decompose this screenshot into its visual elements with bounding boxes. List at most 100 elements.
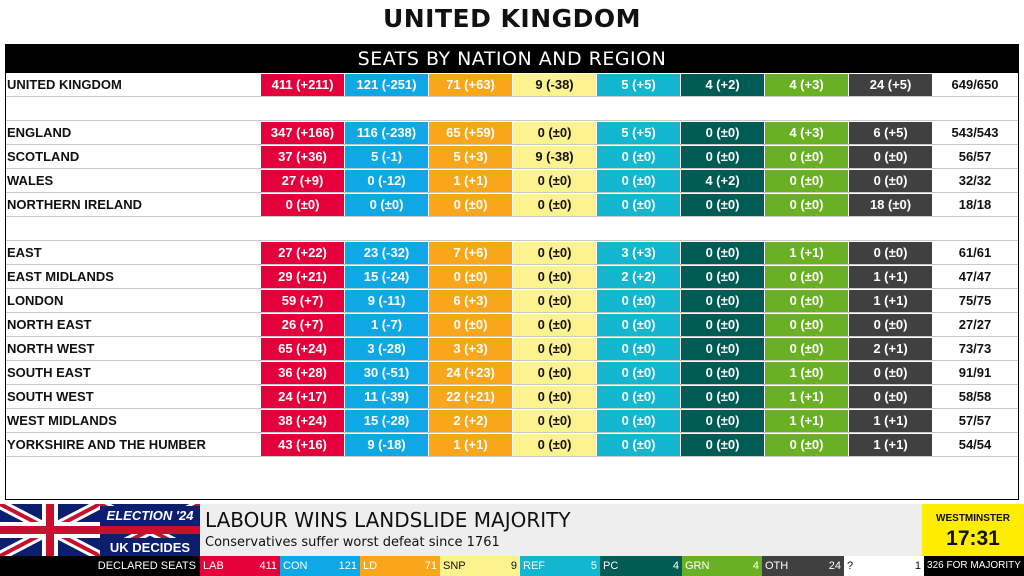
seats-declared-total: 18/18 [958, 197, 992, 212]
table-row: NORTH EAST 26 (+7) 1 (-7) 0 (±0) 0 (±0) 0 (±0… [6, 313, 1018, 337]
seats-cell-pc: 0 (±0) [681, 386, 764, 408]
headline-box: LABOUR WINS LANDSLIDE MAJORITY Conservat… [200, 504, 922, 556]
seats-cell-grn: 4 (+3) [765, 122, 848, 144]
seats-cell-lab: 411 (+211) [261, 74, 344, 96]
seats-cell-lab: 37 (+36) [261, 146, 344, 168]
seats-cell-snp: 0 (±0) [513, 122, 596, 144]
seats-cell-ld: 65 (+59) [429, 122, 512, 144]
seats-cell-ld: 5 (+3) [429, 146, 512, 168]
seats-cell-grn: 1 (+1) [765, 386, 848, 408]
seats-cell-con: 30 (-51) [345, 362, 428, 384]
table-row: SCOTLAND 37 (+36) 5 (-1) 5 (+3) 9 (-38) 0 (±0… [6, 145, 1018, 169]
ticker-party-seats: 9 [510, 560, 517, 572]
seats-cell-snp: 9 (-38) [513, 146, 596, 168]
seats-cell-lab: 59 (+7) [261, 290, 344, 312]
seats-cell-grn: 4 (+3) [765, 74, 848, 96]
seats-cell-con: 1 (-7) [345, 314, 428, 336]
seats-cell-grn: 1 (+1) [765, 242, 848, 264]
seats-cell-ld: 7 (+6) [429, 242, 512, 264]
seats-cell-snp: 0 (±0) [513, 266, 596, 288]
seats-cell-lab: 0 (±0) [261, 194, 344, 216]
seats-cell-snp: 9 (-38) [513, 74, 596, 96]
section-divider [6, 97, 1018, 121]
seats-declared-total: 56/57 [958, 149, 992, 164]
subheadline: Conservatives suffer worst defeat since … [205, 535, 500, 550]
table-row: EAST MIDLANDS 29 (+21) 15 (-24) 0 (±0) 0 (±0… [6, 265, 1018, 289]
election-label: ELECTION '24 [100, 506, 200, 526]
seats-cell-pc: 0 (±0) [681, 338, 764, 360]
table-row: LONDON 59 (+7) 9 (-11) 6 (+3) 0 (±0) 0 (±0) 0 … [6, 289, 1018, 313]
seats-cell-ref: 5 (+5) [597, 74, 680, 96]
page-title: UNITED KINGDOM [382, 4, 642, 33]
seats-cell-oth: 2 (+1) [849, 338, 932, 360]
seats-declared-total: 54/54 [958, 437, 992, 452]
seats-cell-pc: 0 (±0) [681, 290, 764, 312]
seats-cell-oth: 0 (±0) [849, 242, 932, 264]
table-row: WALES 27 (+9) 0 (-12) 1 (+1) 0 (±0) 0 (±0) 4 (… [6, 169, 1018, 193]
seats-cell-con: 3 (-28) [345, 338, 428, 360]
declared-seats-ticker: DECLARED SEATS LAB 411 CON 121 LD 71 SNP 9 REF 5 P… [0, 556, 1024, 576]
ticker-party-seats: 4 [672, 560, 679, 572]
seats-cell-lab: 27 (+22) [261, 242, 344, 264]
seats-cell-ref: 3 (+3) [597, 242, 680, 264]
seats-cell-oth: 1 (+1) [849, 434, 932, 456]
row-label: NORTH EAST [7, 317, 92, 332]
seats-declared-total: 75/75 [958, 293, 992, 308]
seats-cell-ref: 2 (+2) [597, 266, 680, 288]
ticker-segment-ld: LD 71 [360, 556, 440, 576]
seats-cell-snp: 0 (±0) [513, 386, 596, 408]
seats-cell-con: 0 (-12) [345, 170, 428, 192]
seats-cell-snp: 0 (±0) [513, 194, 596, 216]
seats-cell-ld: 22 (+21) [429, 386, 512, 408]
seats-cell-oth: 1 (+1) [849, 266, 932, 288]
ticker-party-seats: 71 [424, 560, 437, 572]
ticker-party-seats: 24 [828, 560, 841, 572]
lower-third: ELECTION '24 UK DECIDES LABOUR WINS LAND… [0, 504, 1024, 576]
seats-declared-total: 58/58 [958, 389, 992, 404]
seats-cell-con: 9 (-18) [345, 434, 428, 456]
seats-cell-snp: 0 (±0) [513, 242, 596, 264]
seats-cell-lab: 43 (+16) [261, 434, 344, 456]
clock-box: WESTMINSTER 17:31 [922, 504, 1024, 556]
seats-cell-grn: 1 (±0) [765, 362, 848, 384]
seats-cell-con: 121 (-251) [345, 74, 428, 96]
seats-declared-total: 47/47 [958, 269, 992, 284]
seats-cell-oth: 1 (+1) [849, 290, 932, 312]
table-row: SOUTH WEST 24 (+17) 11 (-39) 22 (+21) 0 (±0)… [6, 385, 1018, 409]
row-label: YORKSHIRE AND THE HUMBER [7, 437, 206, 452]
seats-cell-lab: 36 (+28) [261, 362, 344, 384]
row-label: EAST [7, 245, 42, 260]
seats-cell-pc: 0 (±0) [681, 194, 764, 216]
seats-cell-oth: 0 (±0) [849, 362, 932, 384]
ticker-segment-pc: PC 4 [600, 556, 682, 576]
seats-cell-ref: 0 (±0) [597, 386, 680, 408]
seats-declared-total: 649/650 [951, 77, 999, 92]
seats-cell-ref: 0 (±0) [597, 362, 680, 384]
seats-cell-ld: 6 (+3) [429, 290, 512, 312]
ticker-party-name: LD [363, 560, 378, 572]
ticker-party-seats: 1 [914, 560, 921, 572]
seats-cell-ld: 1 (+1) [429, 170, 512, 192]
seats-cell-lab: 65 (+24) [261, 338, 344, 360]
seats-cell-oth: 0 (±0) [849, 170, 932, 192]
seats-cell-ld: 2 (+2) [429, 410, 512, 432]
table-row: SOUTH EAST 36 (+28) 30 (-51) 24 (+23) 0 (±0)… [6, 361, 1018, 385]
seats-cell-con: 116 (-238) [345, 122, 428, 144]
seats-cell-grn: 1 (+1) [765, 410, 848, 432]
table-heading: SEATS BY NATION AND REGION [6, 45, 1018, 73]
ticker-party-seats: 121 [338, 560, 357, 572]
headline: LABOUR WINS LANDSLIDE MAJORITY [205, 508, 571, 532]
declared-seats-label: DECLARED SEATS [97, 560, 196, 572]
seats-cell-oth: 18 (±0) [849, 194, 932, 216]
seats-cell-lab: 24 (+17) [261, 386, 344, 408]
seats-cell-snp: 0 (±0) [513, 410, 596, 432]
seats-cell-pc: 4 (+2) [681, 170, 764, 192]
table-row: UNITED KINGDOM 411 (+211) 121 (-251) 71 (+6… [6, 73, 1018, 97]
seats-cell-ref: 0 (±0) [597, 338, 680, 360]
uk-decides-label: UK DECIDES [100, 538, 200, 558]
seats-cell-snp: 0 (±0) [513, 434, 596, 456]
seats-cell-oth: 0 (±0) [849, 314, 932, 336]
row-label: UNITED KINGDOM [7, 77, 122, 92]
row-label: LONDON [7, 293, 64, 308]
ticker-segment-ref: REF 5 [520, 556, 600, 576]
